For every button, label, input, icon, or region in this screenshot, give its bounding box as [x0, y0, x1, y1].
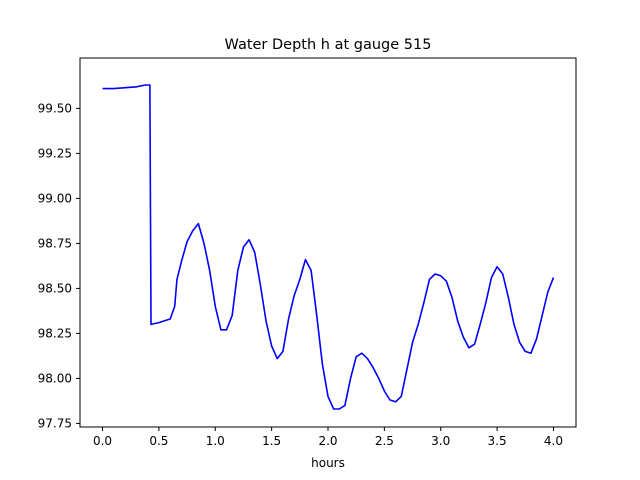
x-tick-label: 4.0 — [544, 434, 563, 448]
plot-frame — [79, 57, 577, 428]
x-tick-label: 3.5 — [488, 434, 507, 448]
y-axis-ticks: 97.75 98.00 98.25 98.50 98.75 99.00 99.25 99.50 — [38, 101, 80, 430]
x-tick-label: 1.5 — [262, 434, 281, 448]
x-tick-label: 2.5 — [375, 434, 394, 448]
y-tick-label: 97.75 — [38, 416, 72, 430]
y-tick-label: 99.25 — [38, 146, 72, 160]
y-tick-label: 98.50 — [38, 281, 72, 295]
x-tick-label: 2.0 — [318, 434, 337, 448]
chart-title: Water Depth h at gauge 515 — [225, 37, 432, 53]
x-axis-ticks: 0.0 0.5 1.0 1.5 2.0 2.5 3.0 3.5 4.0 — [93, 427, 563, 448]
y-tick-label: 98.00 — [38, 371, 72, 385]
y-tick-label: 99.00 — [38, 191, 72, 205]
x-tick-label: 0.0 — [93, 434, 112, 448]
x-tick-label: 1.0 — [206, 434, 225, 448]
plot-series — [102, 84, 555, 410]
y-tick-label: 98.25 — [38, 326, 72, 340]
x-axis-label: hours — [311, 456, 345, 470]
y-tick-label: 98.75 — [38, 236, 72, 250]
series-line-0 — [102, 84, 555, 410]
y-tick-label: 99.50 — [38, 101, 72, 115]
x-tick-label: 0.5 — [149, 434, 168, 448]
x-tick-label: 3.0 — [431, 434, 450, 448]
